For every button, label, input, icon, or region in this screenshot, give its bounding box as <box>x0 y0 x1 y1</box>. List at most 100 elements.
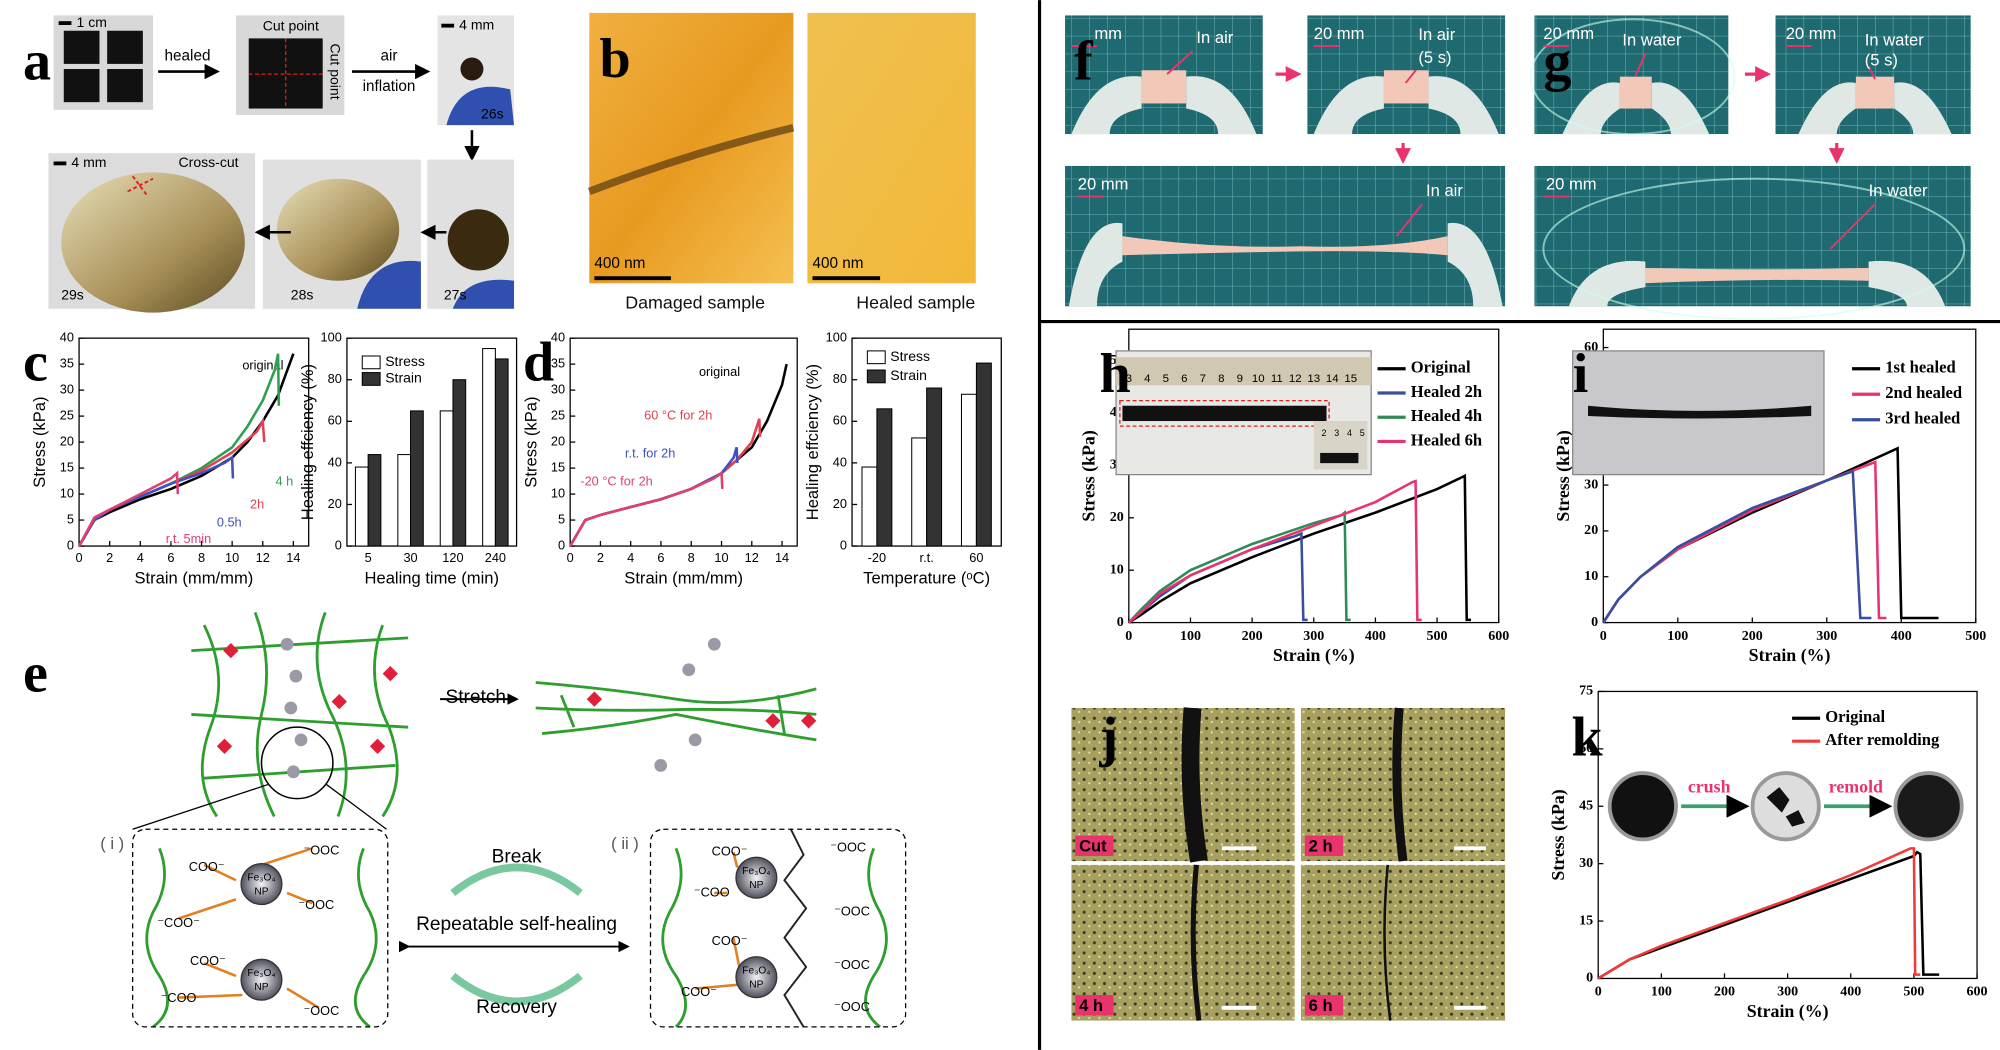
scale-label: 20 mm <box>1786 24 1837 43</box>
panel-label: i <box>1573 343 1589 405</box>
annotation: Cross-cut <box>179 154 239 170</box>
pointer <box>1634 53 1647 78</box>
legend-label: After remolding <box>1825 730 1940 749</box>
x-tick-label: 0 <box>1125 628 1132 644</box>
x-axis-label: Healing time (min) <box>365 569 500 588</box>
sample <box>1141 70 1187 104</box>
y-tick-label: 20 <box>833 496 847 511</box>
cross-cut <box>127 175 154 198</box>
x-tick-label: 600 <box>1488 628 1509 644</box>
hand <box>1651 82 1710 135</box>
panel-fg: mm In air 20 mm In air (5 s) 20 mm In ai… <box>1065 15 1971 320</box>
hand <box>1568 260 1646 307</box>
ruler-number: 6 <box>1181 373 1187 385</box>
panel-label: j <box>1098 706 1118 768</box>
functional-group: ⁻COO <box>161 990 197 1005</box>
curve-annotation: 0.5h <box>217 514 242 529</box>
time-label: 26s <box>481 106 504 122</box>
zoom-line <box>132 783 387 830</box>
ruler-number: 10 <box>1252 373 1265 385</box>
x-tick-label: 400 <box>1840 984 1861 1000</box>
x-tick-label: 30 <box>403 550 417 565</box>
y-axis-label: Stress (kPa) <box>1079 430 1100 521</box>
bar <box>367 454 382 547</box>
balloon <box>460 57 484 81</box>
data-line <box>1128 473 1472 624</box>
ruler <box>1116 357 1372 386</box>
bar <box>452 379 467 547</box>
y-tick-label: 80 <box>328 371 342 386</box>
y-tick-label: 25 <box>60 407 74 422</box>
crosslink <box>765 713 781 729</box>
functional-group: ⁻OOC <box>304 842 340 857</box>
plot-frame <box>346 337 518 547</box>
fragments <box>1766 787 1805 827</box>
y-axis-label: Healing effciency (%) <box>298 364 317 520</box>
data-line <box>1127 509 1351 624</box>
time-label: 28s <box>291 287 314 303</box>
x-tick-label: 300 <box>1816 628 1837 644</box>
y-tick-label: 10 <box>551 485 565 500</box>
curve-annotation: 60 °C for 2h <box>644 407 712 422</box>
time-label: Cut <box>1079 836 1107 855</box>
step-label: air <box>381 47 398 64</box>
legend-label: Healed 2h <box>1411 382 1482 401</box>
panel-label: c <box>23 331 48 393</box>
curve-annotation: r.t. for 2h <box>625 446 675 461</box>
x-tick-label: 100 <box>1651 984 1672 1000</box>
x-tick-label: 14 <box>286 550 300 565</box>
inset-i <box>1572 350 1825 476</box>
legend-label: Strain <box>890 367 927 383</box>
x-tick-label: 600 <box>1967 984 1988 1000</box>
y-axis-label: Stress (kPa) <box>1553 430 1574 521</box>
time-label: 27s <box>444 287 467 303</box>
sample <box>1619 76 1652 109</box>
y-tick-label: 5 <box>558 511 565 526</box>
curve-annotation: r.t. 5min <box>166 531 211 546</box>
glove <box>357 260 421 309</box>
x-tick-label: 500 <box>1903 984 1924 1000</box>
y-tick-label: 25 <box>551 407 565 422</box>
hand <box>1186 76 1257 135</box>
ruler-number: 3 <box>1334 428 1339 438</box>
sample <box>63 69 100 103</box>
particle-label: NP <box>254 886 268 897</box>
data-line <box>1602 460 1887 624</box>
ruler-number: 7 <box>1200 373 1206 385</box>
functional-group: ⁻OOC <box>834 957 870 972</box>
particle-label: NP <box>749 880 763 891</box>
x-tick-label: 500 <box>1427 628 1448 644</box>
y-tick-label: 20 <box>1584 522 1598 538</box>
panel-e <box>132 611 907 1029</box>
y-tick-label: 60 <box>833 413 847 428</box>
network <box>191 611 409 818</box>
panel-j: Cut 2 h 4 h 6 h <box>1071 707 1506 1021</box>
crack <box>1392 707 1408 862</box>
legend-label: 3rd healed <box>1885 409 1961 428</box>
bar <box>494 358 509 547</box>
y-tick-label: 0 <box>335 537 342 552</box>
x-tick-label: 10 <box>225 550 239 565</box>
x-tick-label: 100 <box>1667 628 1688 644</box>
y-tick-label: 35 <box>60 356 74 371</box>
y-tick-label: 30 <box>1579 855 1593 871</box>
curve-annotation: -20 °C for 2h <box>580 474 652 489</box>
ruler-number: 4 <box>1144 373 1151 385</box>
functional-group: ⁻OOC <box>834 999 870 1014</box>
particle-label: Fe₃O₄ <box>742 866 770 877</box>
x-tick-label: 2 <box>106 550 113 565</box>
legend-swatch <box>866 369 886 384</box>
particle <box>735 856 778 899</box>
particle <box>240 863 283 906</box>
x-tick-label: 120 <box>442 550 463 565</box>
label-bg <box>1075 835 1114 856</box>
bar <box>876 408 893 547</box>
scale-label: 4 mm <box>71 154 106 170</box>
ruler-number: 2 <box>1321 428 1326 438</box>
y-axis-label: Healing effciency (%) <box>803 364 822 520</box>
time-label: 29s <box>61 287 84 303</box>
y-tick-label: 75 <box>1579 683 1593 699</box>
curve-annotation: 4 h <box>276 474 294 489</box>
y-tick-label: 5 <box>67 511 74 526</box>
pointer <box>1404 69 1417 84</box>
